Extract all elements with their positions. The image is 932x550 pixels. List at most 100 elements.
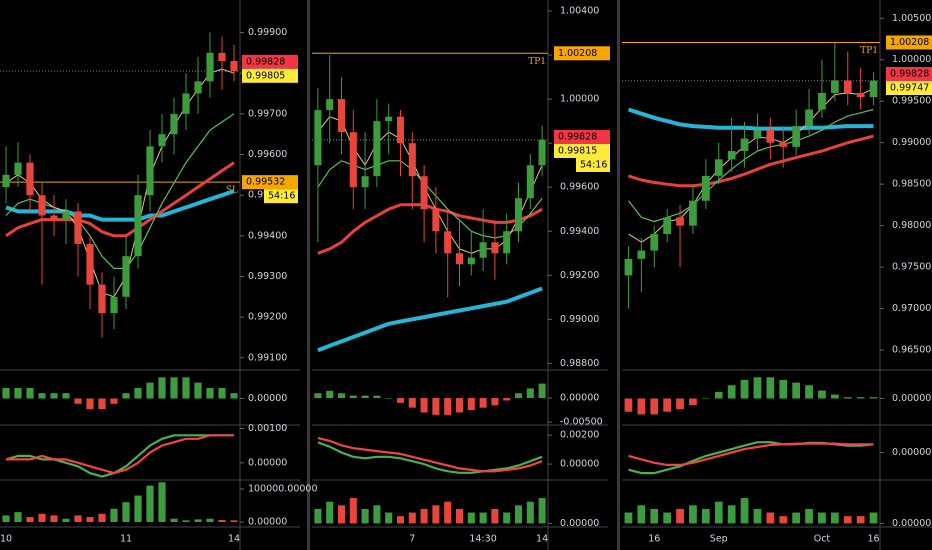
candle-body	[134, 195, 142, 257]
y-tick-label: 0.97000	[892, 303, 931, 314]
countdown-label: 54:16	[580, 159, 607, 170]
histogram-bar	[818, 390, 826, 399]
histogram-bar	[701, 398, 710, 399]
candle-body	[314, 110, 322, 166]
candle-body	[650, 233, 659, 251]
candle-body	[408, 143, 416, 177]
candle-body	[420, 176, 428, 210]
moving-average	[628, 108, 874, 223]
volume-bar	[218, 520, 226, 523]
candle-body	[2, 174, 10, 188]
price-tag	[242, 68, 298, 83]
histogram-bar	[663, 398, 672, 412]
volume-bar	[373, 505, 381, 524]
price-tag	[242, 54, 298, 69]
histogram-bar	[676, 398, 684, 410]
y-tick-label: 0.00100	[248, 423, 287, 434]
candle-body	[624, 258, 633, 276]
volume-bar	[538, 498, 546, 524]
volume-bar	[727, 505, 736, 524]
histogram-bar	[637, 398, 646, 415]
price-tag-label: 0.99805	[246, 70, 285, 81]
histogram-bar	[740, 379, 749, 399]
histogram-bar	[503, 398, 511, 401]
candle-body	[206, 52, 214, 82]
histogram-bar	[170, 377, 178, 399]
volume-bar	[637, 505, 646, 524]
price-tag-label: 0.99747	[890, 83, 929, 94]
volume-bar	[206, 518, 214, 523]
volume-bar	[714, 501, 723, 524]
panel-divider	[617, 0, 620, 550]
volume-bar	[740, 498, 749, 524]
histogram-bar	[349, 395, 357, 399]
volume-bar	[663, 512, 672, 524]
candle-body	[869, 80, 878, 98]
volume-bar	[122, 502, 130, 523]
histogram-bar	[86, 398, 94, 410]
price-tag	[554, 46, 610, 61]
candle-body	[766, 130, 775, 143]
y-tick-label: 0.00000	[560, 393, 599, 404]
histogram-bar	[624, 398, 633, 412]
candle-body	[396, 116, 405, 144]
histogram-bar	[514, 393, 523, 399]
histogram-bar	[98, 398, 106, 410]
candle-body	[701, 175, 710, 201]
histogram-bar	[122, 393, 130, 399]
candle-body	[526, 165, 534, 199]
candle-body	[714, 159, 723, 176]
candle-body	[830, 80, 839, 93]
histogram-bar	[385, 398, 393, 399]
countdown-tag	[264, 189, 298, 204]
candle-body	[663, 217, 672, 234]
volume-bar	[134, 495, 142, 523]
volume-bar	[326, 501, 334, 524]
histogram-bar	[337, 393, 346, 399]
candle-body	[676, 217, 684, 226]
y-tick-label: 0.99400	[560, 226, 599, 237]
volume-bar	[689, 505, 697, 524]
y-tick-label: 1.00000	[560, 94, 599, 105]
volume-bar	[158, 482, 166, 523]
volume-bar	[792, 512, 801, 524]
y-tick-label: 0.99500	[892, 96, 931, 107]
volume-bar	[26, 517, 34, 523]
histogram-bar	[792, 382, 801, 399]
histogram-bar	[753, 377, 762, 399]
candle-body	[637, 250, 646, 259]
candle-body	[98, 284, 106, 314]
histogram-bar	[26, 387, 34, 399]
y-tick-label: 1.00000	[892, 54, 931, 65]
candle-body	[74, 211, 82, 244]
x-tick-label: Sep	[710, 534, 728, 545]
price-tag-label: 0.99828	[558, 131, 597, 142]
histogram-bar	[62, 393, 70, 399]
oscillator-line	[5, 434, 234, 478]
histogram-bar	[326, 390, 334, 399]
candle-body	[727, 150, 736, 160]
volume-bar	[337, 505, 346, 524]
candle-body	[373, 121, 381, 177]
price-tag	[886, 81, 932, 95]
candle-body	[740, 138, 749, 151]
price-tag	[554, 129, 610, 144]
volume-bar	[444, 501, 452, 524]
x-tick-label: 10	[0, 534, 12, 545]
y-tick-label: 0.99200	[560, 270, 599, 281]
volume-bar	[146, 485, 154, 523]
volume-bar	[349, 498, 357, 524]
volume-bar	[467, 512, 475, 524]
histogram-bar	[479, 398, 487, 408]
candle-body	[170, 113, 178, 135]
y-tick-label: 0.98800	[560, 358, 599, 369]
level-label: TP1	[860, 46, 878, 56]
candle-body	[50, 215, 58, 220]
volume-bar	[50, 515, 58, 523]
volume-bar	[182, 520, 190, 523]
volume-bar	[230, 520, 238, 523]
y-tick-label: 0.99600	[248, 149, 287, 160]
histogram-bar	[538, 383, 546, 399]
histogram-bar	[396, 398, 405, 403]
